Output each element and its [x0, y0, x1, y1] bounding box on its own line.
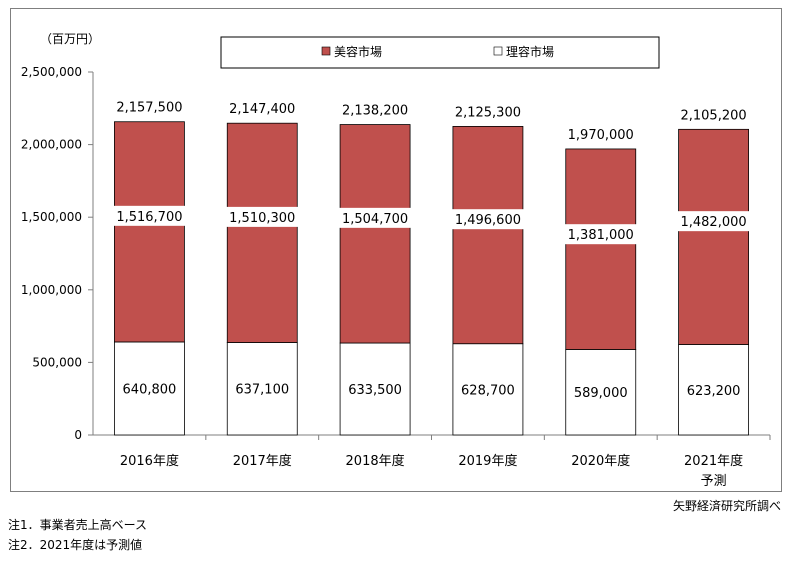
x-tick-label: 2016年度 — [120, 453, 179, 469]
note-1: 注1．事業者売上高ベース — [8, 518, 148, 532]
x-tick-label: 2017年度 — [233, 453, 292, 469]
bar-riyou — [339, 342, 411, 436]
bar-riyou — [452, 343, 524, 436]
unit-label: （百万円） — [40, 32, 100, 46]
data-label-riyou: 623,200 — [687, 384, 741, 399]
data-label-riyou: 628,700 — [461, 383, 515, 398]
data-label-bg — [223, 206, 302, 227]
total-label: 2,138,200 — [342, 104, 408, 119]
x-tick-label: 2018年度 — [346, 453, 405, 469]
bar-riyou — [226, 342, 298, 436]
data-label-biyou: 1,504,700 — [342, 212, 408, 227]
bar-riyou — [114, 341, 185, 436]
y-tick-label: 0 — [74, 428, 82, 442]
x-tick-label: 予測 — [701, 474, 727, 489]
legend-label-biyou: 美容市場 — [334, 44, 382, 59]
bar-biyou — [452, 126, 524, 345]
data-label-riyou: 633,500 — [348, 383, 402, 398]
data-label-bg — [336, 207, 415, 228]
data-label-biyou: 1,482,000 — [680, 215, 746, 230]
bar-riyou — [678, 344, 749, 436]
y-tick-label: 2,000,000 — [21, 138, 82, 152]
total-label: 1,970,000 — [568, 128, 634, 143]
data-label-biyou: 1,510,300 — [229, 211, 295, 226]
bar-biyou — [114, 121, 185, 343]
x-tick-label: 2020年度 — [571, 453, 630, 469]
x-tick-label: 2021年度 — [684, 453, 743, 469]
total-label: 2,105,200 — [680, 108, 746, 123]
data-label-biyou: 1,516,700 — [116, 210, 182, 225]
total-label: 2,125,300 — [455, 105, 521, 120]
legend-box — [220, 36, 660, 69]
data-label-bg — [448, 209, 527, 230]
data-label-bg — [561, 224, 640, 245]
note-2: 注2．2021年度は予測値 — [8, 538, 143, 552]
y-tick-label: 500,000 — [32, 355, 82, 369]
total-label: 2,157,500 — [116, 101, 182, 116]
bar-biyou — [339, 124, 411, 344]
y-tick-label: 1,000,000 — [21, 283, 82, 297]
bar-biyou — [678, 128, 749, 345]
x-tick-label: 2019年度 — [458, 453, 517, 469]
data-label-bg — [674, 211, 753, 232]
bar-biyou — [226, 122, 298, 343]
bar-biyou — [565, 148, 637, 350]
legend-swatch-riyou — [493, 46, 503, 56]
bar-riyou — [565, 349, 637, 436]
data-label-biyou: 1,381,000 — [568, 228, 634, 243]
data-label-biyou: 1,496,600 — [455, 213, 521, 228]
y-tick-label: 2,500,000 — [21, 65, 82, 79]
source-note: 矢野経済研究所調べ — [672, 499, 781, 513]
data-label-riyou: 637,100 — [235, 383, 289, 398]
data-label-riyou: 640,800 — [123, 382, 177, 397]
data-label-bg — [110, 205, 189, 226]
y-tick-label: 1,500,000 — [21, 210, 82, 224]
total-label: 2,147,400 — [229, 102, 295, 117]
chart-frame — [10, 8, 782, 492]
legend-swatch-biyou — [321, 46, 331, 56]
legend-label-riyou: 理容市場 — [506, 44, 554, 59]
data-label-riyou: 589,000 — [574, 386, 628, 401]
